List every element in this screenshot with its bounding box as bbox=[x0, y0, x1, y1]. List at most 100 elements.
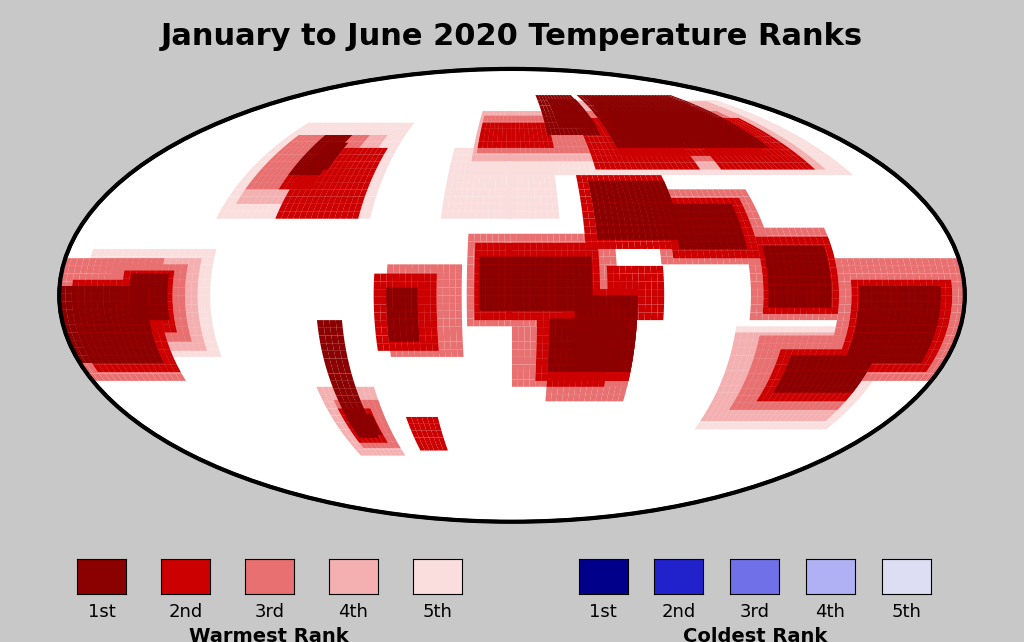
Polygon shape bbox=[722, 148, 733, 155]
Polygon shape bbox=[809, 326, 817, 334]
Polygon shape bbox=[103, 336, 113, 343]
Polygon shape bbox=[340, 182, 348, 189]
Polygon shape bbox=[589, 365, 596, 372]
Polygon shape bbox=[140, 336, 150, 343]
Polygon shape bbox=[498, 280, 505, 288]
Polygon shape bbox=[610, 155, 618, 161]
Polygon shape bbox=[317, 320, 324, 328]
Polygon shape bbox=[872, 342, 882, 349]
Polygon shape bbox=[384, 123, 394, 129]
Polygon shape bbox=[326, 168, 335, 175]
Polygon shape bbox=[388, 334, 395, 342]
Polygon shape bbox=[854, 356, 863, 363]
Polygon shape bbox=[744, 123, 759, 129]
Polygon shape bbox=[717, 129, 730, 135]
Polygon shape bbox=[769, 372, 778, 379]
Polygon shape bbox=[372, 422, 380, 429]
Polygon shape bbox=[580, 328, 587, 336]
Polygon shape bbox=[537, 129, 542, 135]
Polygon shape bbox=[267, 168, 278, 175]
Polygon shape bbox=[570, 101, 578, 107]
Polygon shape bbox=[907, 366, 919, 374]
Polygon shape bbox=[671, 211, 679, 219]
Polygon shape bbox=[129, 313, 137, 320]
Polygon shape bbox=[617, 111, 628, 117]
Polygon shape bbox=[173, 280, 179, 288]
Polygon shape bbox=[945, 343, 954, 351]
Polygon shape bbox=[499, 129, 504, 135]
Polygon shape bbox=[781, 243, 790, 250]
Polygon shape bbox=[143, 358, 154, 366]
Polygon shape bbox=[755, 378, 764, 385]
Polygon shape bbox=[790, 378, 799, 385]
Polygon shape bbox=[564, 372, 571, 379]
Polygon shape bbox=[148, 317, 157, 325]
Polygon shape bbox=[154, 288, 160, 295]
Polygon shape bbox=[124, 317, 132, 325]
Polygon shape bbox=[649, 130, 659, 136]
Polygon shape bbox=[709, 149, 720, 156]
Polygon shape bbox=[339, 386, 348, 394]
Polygon shape bbox=[538, 134, 543, 140]
Polygon shape bbox=[890, 326, 898, 334]
Polygon shape bbox=[167, 273, 174, 281]
Polygon shape bbox=[730, 204, 739, 211]
Polygon shape bbox=[785, 374, 796, 381]
Polygon shape bbox=[849, 365, 859, 372]
Polygon shape bbox=[825, 365, 836, 372]
Polygon shape bbox=[161, 272, 168, 280]
Polygon shape bbox=[579, 189, 586, 196]
Polygon shape bbox=[301, 182, 310, 189]
Polygon shape bbox=[913, 309, 922, 317]
Polygon shape bbox=[697, 117, 712, 123]
Polygon shape bbox=[480, 289, 486, 297]
Polygon shape bbox=[430, 288, 436, 295]
Polygon shape bbox=[873, 374, 884, 381]
Polygon shape bbox=[691, 129, 702, 135]
Polygon shape bbox=[569, 123, 575, 129]
Polygon shape bbox=[361, 182, 371, 189]
Polygon shape bbox=[274, 189, 285, 196]
Polygon shape bbox=[602, 196, 610, 204]
Polygon shape bbox=[139, 349, 148, 357]
Polygon shape bbox=[330, 161, 340, 168]
Polygon shape bbox=[629, 336, 636, 343]
Polygon shape bbox=[707, 189, 716, 196]
Polygon shape bbox=[581, 129, 588, 135]
Polygon shape bbox=[535, 141, 540, 148]
Polygon shape bbox=[356, 414, 366, 421]
Polygon shape bbox=[386, 288, 392, 295]
Polygon shape bbox=[371, 408, 379, 415]
Polygon shape bbox=[727, 241, 735, 249]
Polygon shape bbox=[751, 241, 758, 249]
Polygon shape bbox=[365, 211, 372, 219]
Polygon shape bbox=[593, 273, 600, 281]
Polygon shape bbox=[141, 288, 147, 295]
Polygon shape bbox=[592, 243, 598, 250]
Polygon shape bbox=[179, 303, 185, 311]
Polygon shape bbox=[581, 297, 588, 304]
Polygon shape bbox=[768, 155, 780, 161]
Polygon shape bbox=[564, 134, 570, 140]
Polygon shape bbox=[401, 343, 409, 351]
Polygon shape bbox=[109, 348, 118, 356]
Polygon shape bbox=[148, 311, 156, 318]
Polygon shape bbox=[602, 358, 608, 366]
Polygon shape bbox=[915, 302, 922, 309]
Polygon shape bbox=[811, 161, 824, 168]
Polygon shape bbox=[762, 343, 770, 351]
Polygon shape bbox=[808, 148, 822, 155]
Polygon shape bbox=[574, 111, 582, 117]
Polygon shape bbox=[266, 148, 279, 155]
Polygon shape bbox=[574, 313, 581, 320]
Polygon shape bbox=[736, 123, 751, 129]
Polygon shape bbox=[486, 155, 493, 161]
Polygon shape bbox=[118, 318, 126, 326]
Polygon shape bbox=[788, 336, 797, 343]
Polygon shape bbox=[134, 336, 143, 343]
Polygon shape bbox=[578, 123, 585, 129]
Polygon shape bbox=[705, 196, 714, 204]
Polygon shape bbox=[920, 280, 927, 288]
Polygon shape bbox=[605, 320, 612, 328]
Polygon shape bbox=[120, 326, 128, 334]
